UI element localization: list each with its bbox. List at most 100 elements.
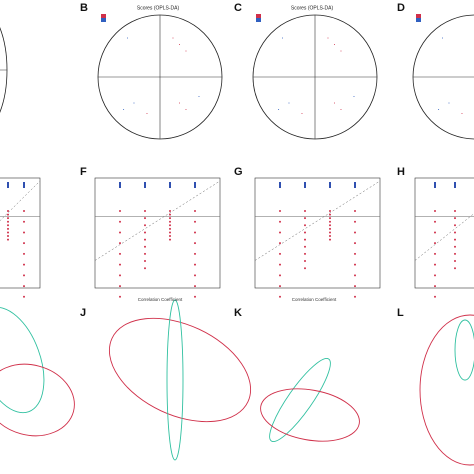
red-point <box>7 227 9 230</box>
red-point <box>279 220 281 223</box>
point-label: • <box>179 101 181 105</box>
red-point <box>454 267 456 270</box>
red-point <box>354 210 356 212</box>
red-point <box>454 252 456 255</box>
red-point <box>144 245 146 248</box>
red-point <box>354 274 356 277</box>
confidence-ellipse <box>419 314 474 466</box>
red-point <box>23 210 25 212</box>
red-point <box>354 242 356 245</box>
red-point <box>169 235 171 238</box>
point-label: • <box>172 36 174 40</box>
point-label: • <box>278 107 280 111</box>
red-point <box>329 235 331 238</box>
red-point <box>434 274 436 277</box>
red-point <box>144 260 146 263</box>
red-point <box>169 238 171 241</box>
point-label: • <box>185 49 187 53</box>
red-point <box>329 217 331 220</box>
red-point <box>119 295 121 298</box>
red-point <box>169 210 171 212</box>
red-point <box>7 231 9 234</box>
point-label: • <box>442 36 444 40</box>
red-point <box>329 210 331 212</box>
panel-label: G <box>234 166 243 178</box>
plot-frame <box>414 177 474 289</box>
red-point <box>434 263 436 266</box>
red-point <box>169 224 171 227</box>
regression-line <box>94 180 221 261</box>
red-point <box>434 242 436 245</box>
plots: •••••••••••••••••••••••••••••••••••••••• <box>0 14 474 466</box>
blue-points <box>119 182 121 188</box>
red-point <box>434 285 436 288</box>
red-point <box>279 231 281 234</box>
plot-frame <box>0 177 41 289</box>
x-axis-label: Correlation Coefficient <box>292 297 337 302</box>
red-point <box>119 220 121 223</box>
point-label: • <box>179 42 181 46</box>
red-point <box>354 231 356 234</box>
red-point <box>194 231 196 234</box>
red-point <box>7 238 9 241</box>
labels: B Scores (OPLS-DA) C Scores (OPLS-DA) D F Corr… <box>80 2 405 319</box>
red-point <box>434 231 436 234</box>
panel-label: L <box>397 307 404 319</box>
red-point <box>169 213 171 216</box>
red-point <box>23 274 25 277</box>
red-point <box>194 252 196 255</box>
confidence-ellipse <box>0 363 75 437</box>
blue-points <box>434 182 436 188</box>
point-label: • <box>127 36 129 40</box>
red-point <box>23 285 25 288</box>
red-point <box>144 238 146 241</box>
red-point <box>279 274 281 277</box>
point-label: • <box>185 107 187 111</box>
red-point <box>279 242 281 245</box>
red-point <box>194 295 196 298</box>
red-point <box>304 231 306 234</box>
red-point <box>119 252 121 255</box>
red-point <box>354 285 356 288</box>
red-point <box>7 220 9 223</box>
red-point <box>194 220 196 223</box>
plot-frame <box>94 177 221 289</box>
panel-label: J <box>80 307 86 319</box>
red-point <box>454 245 456 248</box>
red-point <box>194 242 196 245</box>
red-point <box>454 231 456 234</box>
blue-points <box>354 182 356 188</box>
red-point <box>194 285 196 288</box>
red-point <box>7 210 9 212</box>
red-point <box>7 235 9 238</box>
panel-label: K <box>234 307 242 319</box>
red-point <box>354 295 356 298</box>
red-point <box>329 238 331 241</box>
red-point <box>144 210 146 212</box>
red-point <box>454 224 456 227</box>
confidence-ellipse <box>166 299 184 461</box>
red-point <box>304 267 306 270</box>
legend-swatch <box>416 14 421 18</box>
red-point <box>304 238 306 241</box>
point-label: • <box>123 107 125 111</box>
point-label: • <box>448 101 450 105</box>
red-point <box>329 213 331 216</box>
red-point <box>329 224 331 227</box>
plot-frame <box>254 177 381 289</box>
red-point <box>279 285 281 288</box>
blue-points <box>329 182 331 188</box>
legend-swatch <box>256 18 261 22</box>
red-point <box>144 231 146 234</box>
point-label: • <box>146 111 148 115</box>
red-point <box>434 210 436 212</box>
point-label: • <box>301 111 303 115</box>
point-label: • <box>282 36 284 40</box>
red-point <box>194 210 196 212</box>
red-point <box>304 224 306 227</box>
red-point <box>194 263 196 266</box>
red-point <box>454 210 456 212</box>
red-point <box>7 224 9 227</box>
red-point <box>454 217 456 220</box>
